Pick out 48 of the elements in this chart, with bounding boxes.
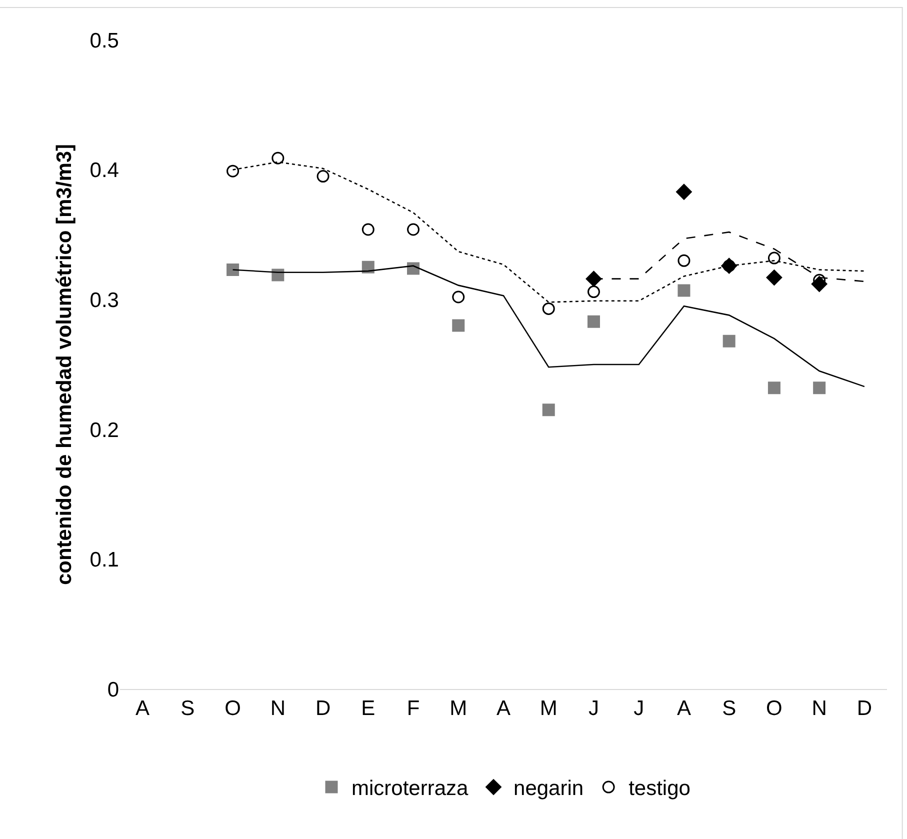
x-tick-label: O	[224, 697, 241, 720]
x-tick-label: D	[856, 697, 872, 720]
point	[678, 284, 690, 297]
x-tick-label: J	[634, 697, 644, 720]
y-tick-label: 0.1	[90, 548, 119, 572]
point	[362, 223, 374, 236]
x-tick-label: A	[136, 697, 150, 720]
x-tick-label: J	[588, 697, 599, 720]
x-tick-label: A	[496, 697, 511, 720]
x-tick-label: D	[315, 697, 331, 720]
x-tick-label: O	[766, 697, 782, 720]
point	[542, 302, 555, 315]
point	[766, 270, 782, 286]
x-tick-label: M	[540, 697, 558, 720]
point	[316, 170, 330, 183]
point	[272, 152, 284, 164]
point	[587, 286, 600, 298]
y-tick-label: 0.5	[90, 29, 119, 52]
point	[768, 382, 780, 394]
point	[813, 382, 826, 394]
point	[226, 164, 240, 178]
x-tick-label: F	[406, 697, 420, 720]
legend-label: testigo	[628, 777, 690, 800]
point	[586, 270, 602, 287]
point	[722, 334, 736, 348]
point	[452, 290, 465, 304]
y-tick-label: 0.3	[90, 288, 119, 312]
point	[676, 184, 692, 200]
y-axis-title: contenido de humedad volumétrico [m3/m3]	[52, 144, 76, 586]
x-tick-label: N	[270, 697, 286, 720]
point	[678, 254, 690, 267]
x-tick-label: A	[676, 697, 691, 720]
x-tick-label: N	[812, 697, 827, 720]
x-tick-label: S	[722, 697, 736, 720]
x-tick-label: M	[450, 697, 468, 720]
y-tick-label: 0.2	[90, 418, 119, 442]
point	[452, 319, 465, 332]
point	[407, 223, 420, 236]
y-tick-label: 0.4	[90, 159, 120, 182]
legend-label: negarin	[514, 777, 584, 800]
point	[587, 315, 600, 328]
y-tick-label: 0	[107, 678, 119, 702]
x-tick-label: S	[180, 697, 195, 720]
x-tick-label: E	[361, 697, 376, 720]
point	[542, 404, 555, 416]
point	[768, 252, 780, 264]
legend-label: microterraza	[352, 777, 469, 800]
point	[226, 264, 240, 276]
